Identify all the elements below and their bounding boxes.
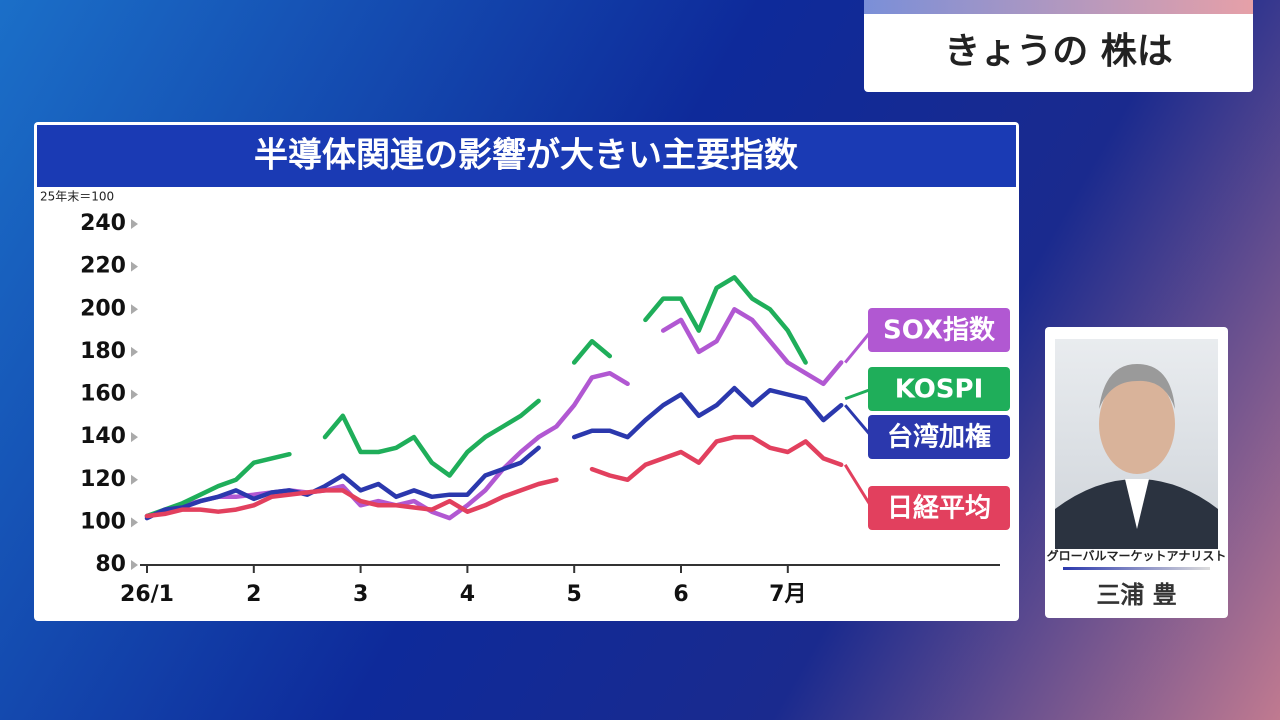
- legend-box: [868, 367, 1010, 411]
- y-tick-label: 220: [80, 254, 126, 279]
- legend-label: SOX指数: [883, 316, 996, 346]
- y-tick-label: 100: [80, 509, 126, 534]
- x-tick-label: 7月: [769, 582, 806, 607]
- analyst-role: グローバルマーケットアナリスト: [1046, 549, 1227, 563]
- y-tick-mark: [131, 560, 138, 570]
- y-tick-mark: [131, 432, 138, 443]
- chart-title: 半導体関連の影響が大きい主要指数: [254, 136, 798, 176]
- x-tick-label: 2: [246, 582, 261, 607]
- x-tick-label: 5: [567, 582, 582, 607]
- header-strip: [864, 0, 1253, 14]
- divider: [1063, 567, 1210, 570]
- series-line: [144, 434, 844, 519]
- x-tick-label: 3: [353, 582, 368, 607]
- portrait: [1055, 364, 1218, 549]
- analyst-card: グローバルマーケットアナリスト 三浦 豊: [1045, 327, 1228, 618]
- legend-label: 日経平均: [887, 493, 991, 524]
- y-tick-label: 160: [80, 382, 126, 407]
- y-tick-mark: [131, 474, 138, 485]
- y-tick-label: 240: [80, 211, 126, 236]
- x-tick-label: 4: [460, 582, 475, 607]
- legend-label: KOSPI: [895, 375, 984, 405]
- legend-connector: [844, 329, 874, 364]
- y-tick-label: 180: [80, 339, 126, 364]
- analyst-photo: [1055, 339, 1218, 549]
- x-tick-label: 6: [673, 582, 688, 607]
- y-tick-label: 140: [80, 424, 126, 449]
- legend-connector: [844, 404, 874, 438]
- legend-connector: [844, 387, 873, 401]
- y-tick-mark: [131, 219, 138, 229]
- y-tick-mark: [131, 346, 138, 357]
- legend-box: [868, 415, 1010, 459]
- legend-connector: [843, 464, 874, 509]
- y-note: 25年末＝100: [40, 190, 114, 204]
- legend-box: [868, 308, 1010, 352]
- series-line: [144, 385, 844, 521]
- header-title: きょうの 株は: [944, 31, 1173, 72]
- y-tick-mark: [131, 389, 138, 400]
- chart-title-band: [37, 125, 1016, 187]
- legend-box: [868, 486, 1010, 530]
- legend-label: 台湾加権: [887, 422, 991, 453]
- y-tick-mark: [131, 304, 138, 315]
- header: きょうの 株は: [864, 0, 1253, 92]
- y-tick-mark: [131, 517, 138, 528]
- y-tick-mark: [131, 261, 138, 272]
- y-tick-label: 80: [95, 552, 126, 577]
- analyst-name: 三浦 豊: [1096, 581, 1177, 609]
- y-tick-label: 200: [80, 296, 126, 321]
- y-tick-label: 120: [80, 467, 126, 492]
- x-tick-label: 26/1: [120, 582, 174, 607]
